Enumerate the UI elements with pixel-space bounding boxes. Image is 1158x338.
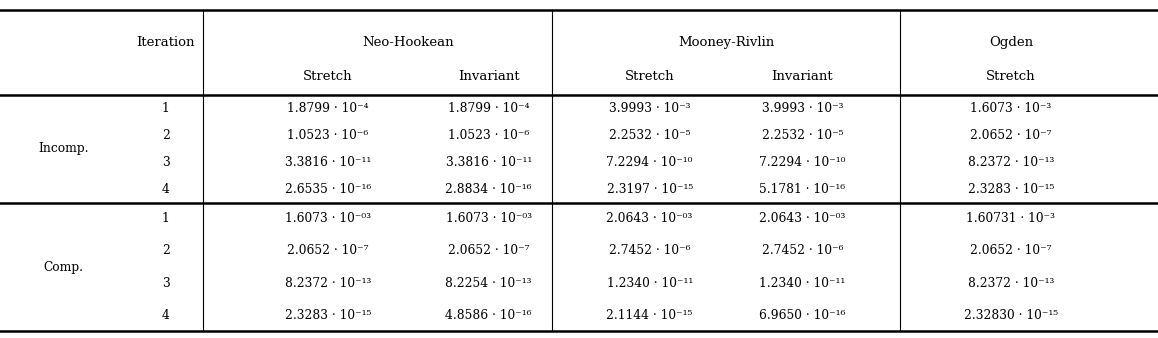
Text: 2.1144 · 10⁻¹⁵: 2.1144 · 10⁻¹⁵ (607, 309, 692, 322)
Text: 1.2340 · 10⁻¹¹: 1.2340 · 10⁻¹¹ (760, 276, 845, 290)
Text: 2.3283 · 10⁻¹⁵: 2.3283 · 10⁻¹⁵ (285, 309, 371, 322)
Text: 2.6535 · 10⁻¹⁶: 2.6535 · 10⁻¹⁶ (285, 183, 371, 196)
Text: Stretch: Stretch (303, 70, 352, 82)
Text: Stretch: Stretch (625, 70, 674, 82)
Text: 3.3816 · 10⁻¹¹: 3.3816 · 10⁻¹¹ (285, 156, 371, 169)
Text: 1.0523 · 10⁻⁶: 1.0523 · 10⁻⁶ (448, 129, 529, 142)
Text: 5.1781 · 10⁻¹⁶: 5.1781 · 10⁻¹⁶ (760, 183, 845, 196)
Text: Stretch: Stretch (987, 70, 1035, 82)
Text: 1.6073 · 10⁻³: 1.6073 · 10⁻³ (970, 102, 1051, 115)
Text: 2.7452 · 10⁻⁶: 2.7452 · 10⁻⁶ (609, 244, 690, 258)
Text: 1.8799 · 10⁻⁴: 1.8799 · 10⁻⁴ (448, 102, 529, 115)
Text: 2: 2 (162, 244, 169, 258)
Text: Iteration: Iteration (137, 36, 195, 49)
Text: 2.8834 · 10⁻¹⁶: 2.8834 · 10⁻¹⁶ (446, 183, 532, 196)
Text: 1: 1 (162, 212, 169, 225)
Text: Neo-Hookean: Neo-Hookean (362, 36, 454, 49)
Text: Invariant: Invariant (771, 70, 834, 82)
Text: 1.60731 · 10⁻³: 1.60731 · 10⁻³ (967, 212, 1055, 225)
Text: 2.0652 · 10⁻⁷: 2.0652 · 10⁻⁷ (970, 129, 1051, 142)
Text: 8.2372 · 10⁻¹³: 8.2372 · 10⁻¹³ (968, 156, 1054, 169)
Text: 4: 4 (162, 183, 169, 196)
Text: 7.2294 · 10⁻¹⁰: 7.2294 · 10⁻¹⁰ (607, 156, 692, 169)
Text: 2.3283 · 10⁻¹⁵: 2.3283 · 10⁻¹⁵ (968, 183, 1054, 196)
Text: 1.8799 · 10⁻⁴: 1.8799 · 10⁻⁴ (287, 102, 368, 115)
Text: 2.3197 · 10⁻¹⁵: 2.3197 · 10⁻¹⁵ (607, 183, 692, 196)
Text: 2.0652 · 10⁻⁷: 2.0652 · 10⁻⁷ (970, 244, 1051, 258)
Text: 4: 4 (162, 309, 169, 322)
Text: 1.6073 · 10⁻⁰³: 1.6073 · 10⁻⁰³ (446, 212, 532, 225)
Text: Invariant: Invariant (457, 70, 520, 82)
Text: 8.2254 · 10⁻¹³: 8.2254 · 10⁻¹³ (446, 276, 532, 290)
Text: 1: 1 (162, 102, 169, 115)
Text: 2.0652 · 10⁻⁷: 2.0652 · 10⁻⁷ (287, 244, 368, 258)
Text: 8.2372 · 10⁻¹³: 8.2372 · 10⁻¹³ (285, 276, 371, 290)
Text: 3.9993 · 10⁻³: 3.9993 · 10⁻³ (609, 102, 690, 115)
Text: 1.0523 · 10⁻⁶: 1.0523 · 10⁻⁶ (287, 129, 368, 142)
Text: 2.0643 · 10⁻⁰³: 2.0643 · 10⁻⁰³ (607, 212, 692, 225)
Text: Incomp.: Incomp. (38, 142, 89, 155)
Text: Mooney-Rivlin: Mooney-Rivlin (677, 36, 775, 49)
Text: 2.0643 · 10⁻⁰³: 2.0643 · 10⁻⁰³ (760, 212, 845, 225)
Text: 3.9993 · 10⁻³: 3.9993 · 10⁻³ (762, 102, 843, 115)
Text: 1.2340 · 10⁻¹¹: 1.2340 · 10⁻¹¹ (607, 276, 692, 290)
Text: 7.2294 · 10⁻¹⁰: 7.2294 · 10⁻¹⁰ (760, 156, 845, 169)
Text: 8.2372 · 10⁻¹³: 8.2372 · 10⁻¹³ (968, 276, 1054, 290)
Text: 1.6073 · 10⁻⁰³: 1.6073 · 10⁻⁰³ (285, 212, 371, 225)
Text: 4.8586 · 10⁻¹⁶: 4.8586 · 10⁻¹⁶ (446, 309, 532, 322)
Text: Comp.: Comp. (44, 261, 83, 273)
Text: 2.2532 · 10⁻⁵: 2.2532 · 10⁻⁵ (609, 129, 690, 142)
Text: 3.3816 · 10⁻¹¹: 3.3816 · 10⁻¹¹ (446, 156, 532, 169)
Text: Ogden: Ogden (989, 36, 1033, 49)
Text: 2.32830 · 10⁻¹⁵: 2.32830 · 10⁻¹⁵ (963, 309, 1058, 322)
Text: 6.9650 · 10⁻¹⁶: 6.9650 · 10⁻¹⁶ (760, 309, 845, 322)
Text: 2.7452 · 10⁻⁶: 2.7452 · 10⁻⁶ (762, 244, 843, 258)
Text: 2: 2 (162, 129, 169, 142)
Text: 2.0652 · 10⁻⁷: 2.0652 · 10⁻⁷ (448, 244, 529, 258)
Text: 3: 3 (162, 276, 169, 290)
Text: 3: 3 (162, 156, 169, 169)
Text: 2.2532 · 10⁻⁵: 2.2532 · 10⁻⁵ (762, 129, 843, 142)
